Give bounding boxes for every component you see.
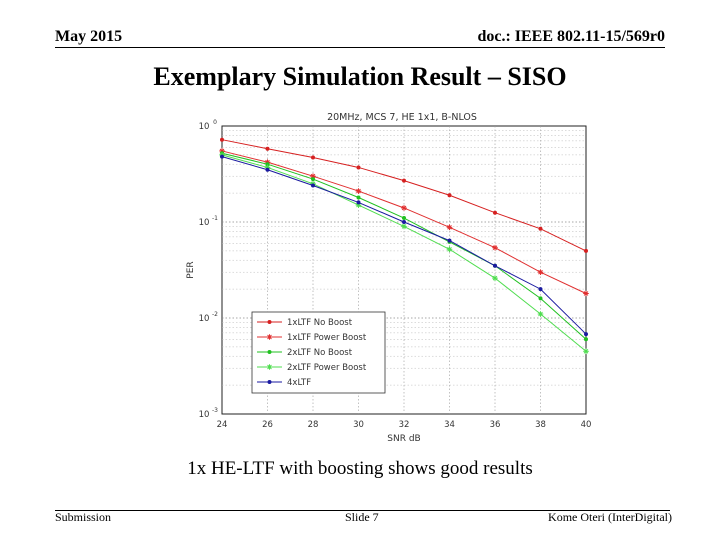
legend-marker bbox=[267, 320, 272, 324]
data-point bbox=[356, 165, 361, 170]
marker-stroke bbox=[267, 364, 272, 370]
y-tick-exponent: -1 bbox=[212, 215, 218, 222]
marker-stroke bbox=[447, 225, 452, 230]
x-tick-label: 40 bbox=[581, 420, 592, 430]
marker-stroke bbox=[583, 348, 589, 354]
data-point bbox=[402, 220, 406, 224]
data-point bbox=[537, 311, 544, 317]
legend: 1xLTF No Boost 1xLTF Power Boost 2xLTF No … bbox=[251, 311, 386, 394]
series-5 bbox=[220, 154, 588, 337]
x-tick-label: 36 bbox=[490, 420, 501, 430]
y-tick-label: 10 bbox=[199, 218, 210, 228]
marker-stroke bbox=[401, 205, 407, 211]
data-point bbox=[401, 223, 407, 230]
series-layer bbox=[219, 137, 589, 355]
data-point bbox=[493, 263, 497, 268]
x-axis-label: SNR dB bbox=[387, 434, 420, 444]
y-tick-label: 10 bbox=[199, 314, 210, 324]
legend-label: 1xLTF Power Boost bbox=[287, 333, 367, 343]
data-point bbox=[220, 154, 224, 159]
marker-stroke bbox=[401, 224, 407, 229]
data-point bbox=[311, 155, 315, 160]
data-point bbox=[538, 226, 543, 231]
series-1 bbox=[220, 137, 588, 253]
data-point bbox=[584, 337, 588, 342]
marker-stroke bbox=[447, 246, 452, 252]
data-point bbox=[537, 269, 544, 275]
data-point bbox=[265, 146, 270, 151]
data-point bbox=[583, 348, 589, 355]
marker-stroke bbox=[310, 173, 316, 179]
y-axis-label: PER bbox=[186, 261, 196, 278]
x-tick-label: 28 bbox=[308, 420, 319, 430]
legend-marker bbox=[267, 350, 272, 354]
x-tick-label: 24 bbox=[217, 420, 228, 430]
x-tick-label: 30 bbox=[353, 420, 364, 430]
data-point bbox=[583, 290, 589, 297]
y-tick-exponent: -3 bbox=[212, 407, 218, 414]
data-point bbox=[356, 200, 361, 205]
marker-stroke bbox=[538, 269, 543, 275]
data-point bbox=[447, 193, 452, 198]
x-tick-label: 34 bbox=[444, 420, 455, 430]
data-point bbox=[538, 287, 543, 292]
data-point bbox=[584, 248, 588, 253]
slide-caption: 1x HE-LTF with boosting shows good resul… bbox=[187, 458, 533, 479]
legend-label: 1xLTF No Boost bbox=[287, 318, 353, 328]
data-point bbox=[355, 188, 362, 194]
y-tick-exponent: -2 bbox=[212, 311, 218, 318]
marker-stroke bbox=[492, 275, 498, 281]
y-tick-label: 10 bbox=[199, 410, 210, 420]
legend-marker bbox=[266, 334, 273, 340]
header-doc-id: doc.: IEEE 802.11-15/569r0 bbox=[477, 28, 665, 45]
data-point bbox=[446, 246, 453, 253]
per-chart: 20MHz, MCS 7, HE 1x1, B-NLOS 24 26 28 30 32 3… bbox=[180, 100, 610, 450]
per-chart-svg: 20MHz, MCS 7, HE 1x1, B-NLOS 24 26 28 30 32 3… bbox=[186, 112, 592, 444]
marker-stroke bbox=[356, 188, 361, 194]
legend-marker bbox=[267, 380, 272, 384]
data-point bbox=[311, 183, 315, 188]
footer-slide-number: Slide 7 bbox=[345, 510, 379, 524]
footer-author: Kome Oteri (InterDigital) bbox=[548, 510, 672, 524]
data-point bbox=[401, 205, 407, 211]
footer-submission: Submission bbox=[55, 510, 112, 524]
data-point bbox=[492, 244, 498, 251]
header-divider bbox=[55, 47, 665, 48]
marker-stroke bbox=[267, 334, 272, 340]
legend-label: 4xLTF bbox=[287, 378, 311, 388]
y-tick-label: 10 bbox=[199, 122, 210, 132]
legend-label: 2xLTF Power Boost bbox=[287, 363, 367, 373]
data-point bbox=[446, 224, 453, 231]
data-point bbox=[584, 332, 588, 337]
marker-stroke bbox=[492, 245, 498, 251]
x-tick-label: 38 bbox=[535, 420, 546, 430]
data-point bbox=[493, 210, 497, 215]
data-point bbox=[402, 178, 406, 183]
data-point bbox=[356, 195, 361, 200]
footer-divider bbox=[55, 510, 670, 511]
data-point bbox=[311, 177, 315, 182]
header-date: May 2015 bbox=[55, 28, 123, 45]
chart-title: 20MHz, MCS 7, HE 1x1, B-NLOS bbox=[327, 112, 477, 123]
data-point bbox=[447, 238, 452, 243]
x-tick-label: 32 bbox=[399, 420, 410, 430]
data-point bbox=[402, 216, 406, 221]
y-tick-exponent: 0 bbox=[213, 119, 217, 126]
legend-label: 2xLTF No Boost bbox=[287, 348, 353, 358]
data-point bbox=[220, 137, 224, 142]
x-tick-label: 26 bbox=[262, 420, 273, 430]
data-point bbox=[265, 162, 270, 167]
marker-stroke bbox=[538, 311, 543, 317]
series-2 bbox=[219, 148, 589, 297]
slide-title: Exemplary Simulation Result – SISO bbox=[153, 62, 567, 91]
data-point bbox=[538, 296, 543, 301]
data-point bbox=[492, 275, 498, 281]
legend-marker bbox=[266, 364, 273, 370]
marker-stroke bbox=[583, 291, 589, 296]
data-point bbox=[265, 167, 270, 172]
